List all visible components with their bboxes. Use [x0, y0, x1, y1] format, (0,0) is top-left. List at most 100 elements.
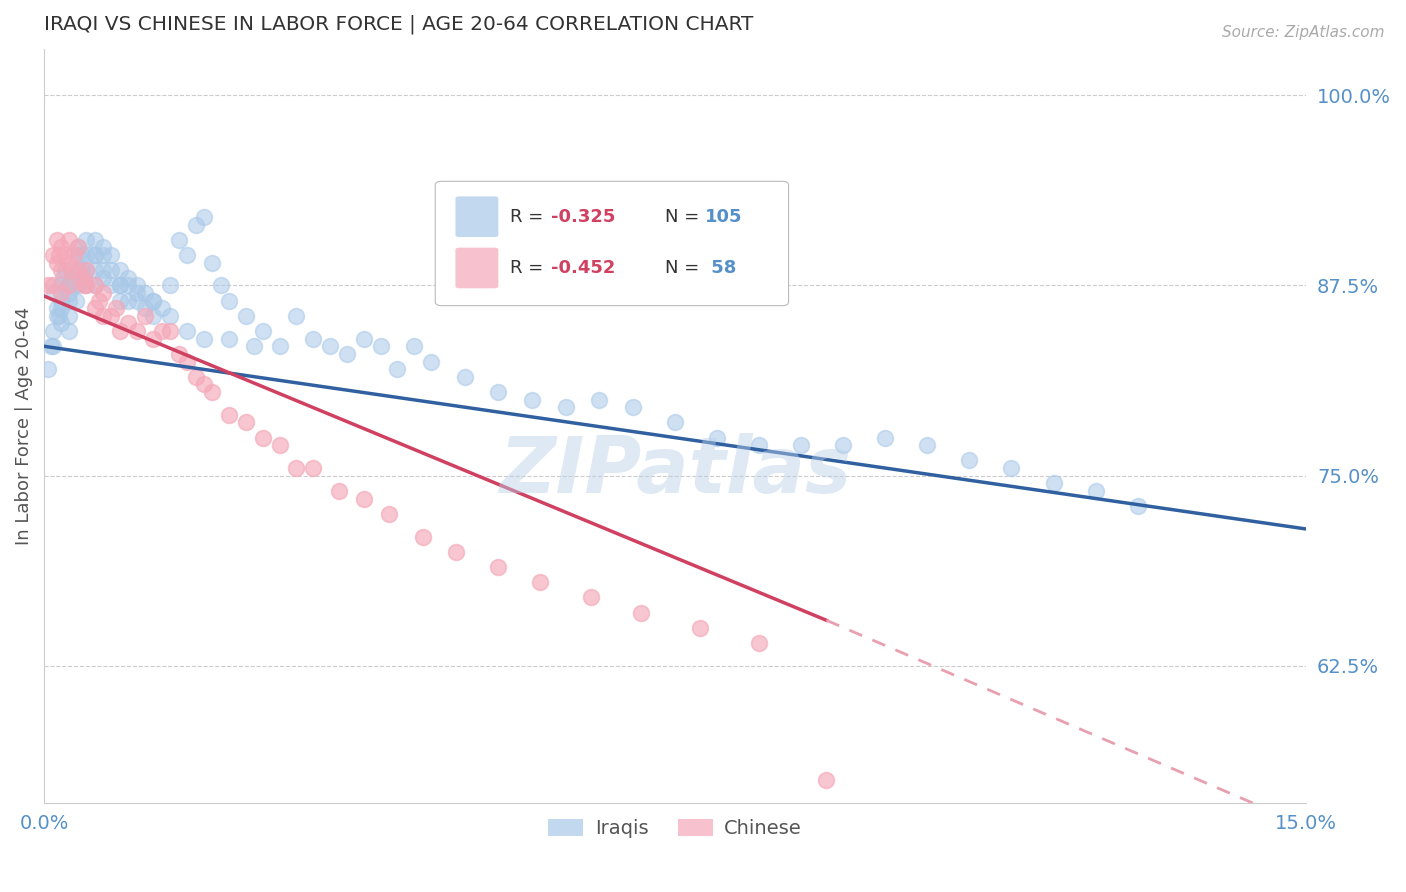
- Point: [49, 278, 72, 293]
- Point: [48, 248, 70, 262]
- Point: [142, 309, 165, 323]
- Point: [45, 309, 67, 323]
- Point: [66, 240, 89, 254]
- Point: [41, 248, 63, 262]
- Point: [39, 339, 62, 353]
- Point: [48, 309, 70, 323]
- FancyBboxPatch shape: [456, 196, 498, 237]
- Point: [108, 324, 131, 338]
- Point: [49, 293, 72, 308]
- Point: [91, 309, 114, 323]
- Point: [167, 233, 190, 247]
- Y-axis label: In Labor Force | Age 20-64: In Labor Force | Age 20-64: [15, 307, 32, 545]
- Point: [1000, 461, 1022, 475]
- Point: [142, 293, 165, 308]
- Point: [62, 278, 84, 293]
- Text: N =: N =: [665, 208, 704, 226]
- Point: [243, 339, 266, 353]
- Point: [630, 606, 652, 620]
- Point: [75, 263, 97, 277]
- Point: [748, 438, 770, 452]
- Point: [336, 347, 359, 361]
- Point: [176, 324, 198, 338]
- Point: [328, 483, 350, 498]
- Point: [45, 233, 67, 247]
- Text: -0.325: -0.325: [551, 208, 616, 226]
- Point: [201, 384, 224, 399]
- Point: [486, 560, 509, 574]
- Point: [689, 621, 711, 635]
- Point: [454, 369, 477, 384]
- Point: [176, 248, 198, 262]
- Point: [150, 324, 173, 338]
- Point: [520, 392, 543, 407]
- Point: [73, 278, 96, 293]
- Point: [49, 240, 72, 254]
- Point: [134, 285, 156, 300]
- Point: [1084, 483, 1107, 498]
- Point: [83, 301, 105, 316]
- Text: R =: R =: [510, 259, 548, 277]
- Point: [218, 332, 240, 346]
- Point: [125, 278, 148, 293]
- Point: [748, 636, 770, 650]
- Point: [41, 339, 63, 353]
- Point: [554, 400, 576, 414]
- Point: [91, 263, 114, 277]
- Point: [285, 309, 308, 323]
- Point: [66, 263, 89, 277]
- Point: [45, 255, 67, 269]
- Point: [193, 377, 215, 392]
- Point: [252, 431, 274, 445]
- Point: [66, 263, 89, 277]
- Point: [62, 270, 84, 285]
- Text: N =: N =: [665, 259, 704, 277]
- Point: [70, 270, 93, 285]
- Point: [66, 278, 89, 293]
- Point: [37, 362, 59, 376]
- Point: [957, 453, 980, 467]
- Point: [420, 354, 443, 368]
- Point: [252, 324, 274, 338]
- Point: [58, 324, 80, 338]
- Point: [75, 278, 97, 293]
- Point: [588, 392, 610, 407]
- Point: [60, 263, 83, 277]
- Point: [108, 278, 131, 293]
- Point: [87, 293, 110, 308]
- Point: [184, 218, 207, 232]
- Point: [529, 575, 551, 590]
- Point: [370, 339, 392, 353]
- Point: [41, 278, 63, 293]
- Point: [75, 233, 97, 247]
- Point: [91, 285, 114, 300]
- Point: [134, 301, 156, 316]
- Point: [117, 270, 139, 285]
- Point: [58, 255, 80, 269]
- Point: [83, 248, 105, 262]
- Point: [108, 263, 131, 277]
- Point: [790, 438, 813, 452]
- Point: [91, 248, 114, 262]
- Point: [917, 438, 939, 452]
- Point: [404, 339, 426, 353]
- Text: IRAQI VS CHINESE IN LABOR FORCE | AGE 20-64 CORRELATION CHART: IRAQI VS CHINESE IN LABOR FORCE | AGE 20…: [44, 15, 754, 35]
- Point: [58, 285, 80, 300]
- Point: [58, 278, 80, 293]
- Point: [73, 270, 96, 285]
- Point: [49, 317, 72, 331]
- Point: [66, 248, 89, 262]
- Point: [52, 270, 75, 285]
- Point: [302, 332, 325, 346]
- Point: [125, 293, 148, 308]
- Point: [70, 248, 93, 262]
- Point: [83, 278, 105, 293]
- Point: [117, 293, 139, 308]
- Point: [486, 384, 509, 399]
- Point: [83, 233, 105, 247]
- Point: [53, 263, 76, 277]
- Point: [58, 293, 80, 308]
- Point: [49, 263, 72, 277]
- Point: [58, 278, 80, 293]
- Point: [621, 400, 644, 414]
